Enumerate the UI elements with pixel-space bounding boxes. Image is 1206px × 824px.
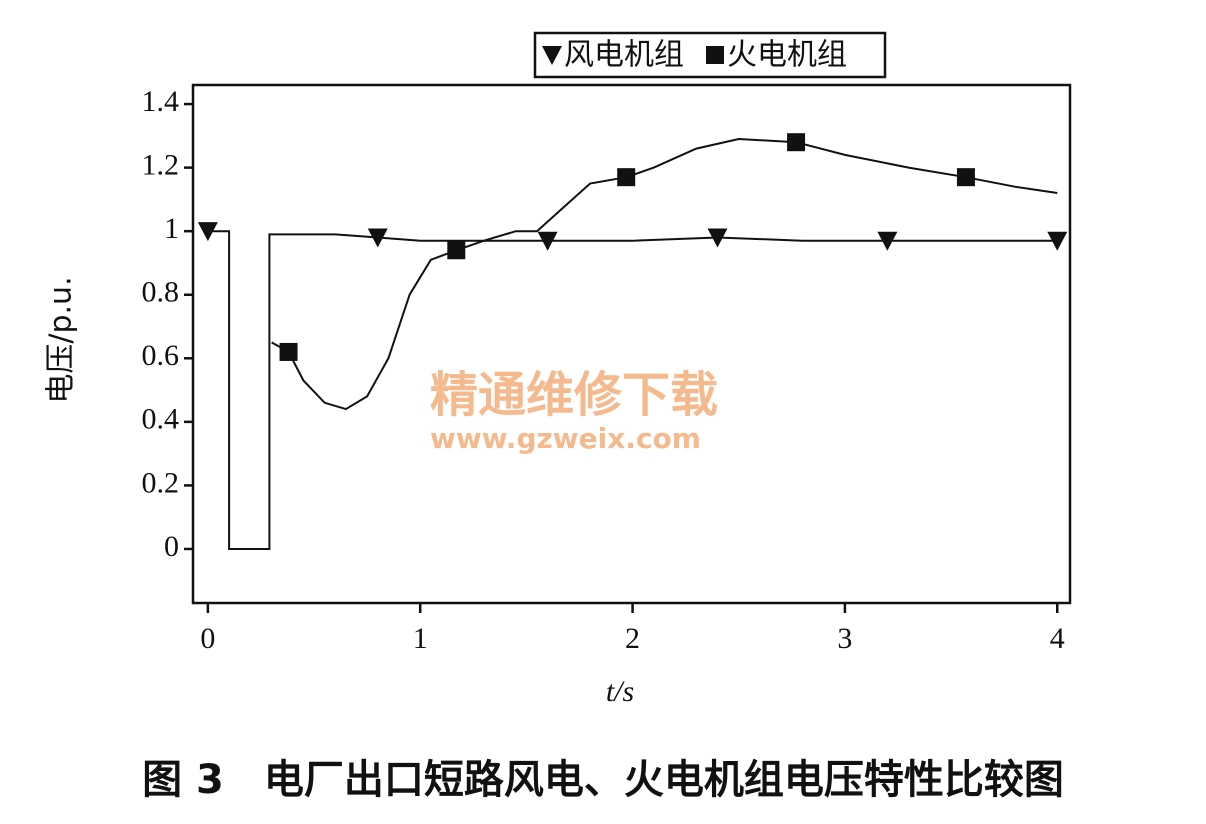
watermark: 精通维修下载 <box>430 367 718 423</box>
marker-triangle <box>367 228 388 248</box>
marker-triangle <box>197 222 218 242</box>
x-tick-label: 1 <box>413 622 428 655</box>
series-line <box>271 137 1058 411</box>
series-line <box>207 230 1058 550</box>
legend-label: 火电机组 <box>727 38 847 73</box>
legend-label: 风电机组 <box>564 38 684 73</box>
x-axis-label: t/s <box>606 675 634 708</box>
y-tick-label: 0.2 <box>142 466 180 499</box>
caption: 图 3 电厂出口短路风电、火电机组电压特性比较图 <box>142 757 1064 803</box>
marker-square <box>956 168 975 187</box>
watermark-url: www.gzweix.com <box>430 422 701 455</box>
x-tick-label: 4 <box>1050 622 1065 655</box>
y-tick-label: 1 <box>164 212 179 245</box>
x-tick-label: 3 <box>837 622 852 655</box>
x-tick-label: 0 <box>200 622 215 655</box>
x-tick-label: 2 <box>625 622 640 655</box>
plot-frame <box>191 83 1072 605</box>
y-tick-label: 0.8 <box>142 276 180 309</box>
marker-square <box>706 46 724 64</box>
marker-square <box>279 342 298 361</box>
marker-triangle <box>1047 231 1068 251</box>
y-tick-label: 0 <box>164 530 179 563</box>
y-tick-label: 0.6 <box>142 339 180 372</box>
marker-square <box>447 241 466 260</box>
marker-triangle <box>537 231 558 251</box>
marker-triangle <box>542 46 562 65</box>
y-tick-label: 1.2 <box>142 149 180 182</box>
marker-square <box>787 133 806 152</box>
y-axis-label: 电压/p.u. <box>44 276 79 403</box>
marker-triangle <box>707 228 728 248</box>
y-tick-label: 1.4 <box>142 85 180 118</box>
marker-triangle <box>877 231 898 251</box>
y-tick-label: 0.4 <box>142 403 180 436</box>
marker-square <box>617 168 636 187</box>
